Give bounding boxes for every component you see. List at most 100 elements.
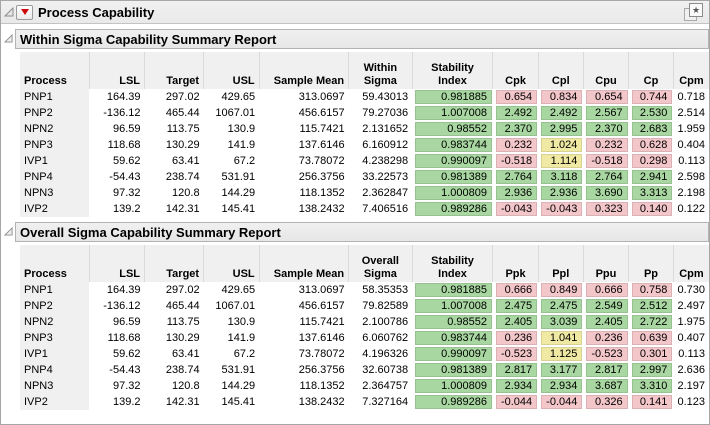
column-header-sample-mean: Sample Mean [258, 245, 349, 282]
capability-fill-yellow: 1.024 [541, 138, 583, 152]
capability-fill-pink: 0.654 [586, 90, 628, 104]
cell-target: 465.44 [165, 107, 200, 119]
cell-pp: 3.310 [629, 378, 674, 394]
bookmark-star-button[interactable]: ★ [684, 3, 703, 21]
capability-fill-green: 3.310 [631, 379, 673, 393]
capability-fill-green: 2.475 [541, 299, 583, 313]
cell-lsl: 139.2 [112, 396, 141, 408]
process-cell: PNP2 [20, 298, 90, 314]
cell-target: 142.31 [165, 203, 200, 215]
cell-ppu: 2.549 [583, 298, 628, 314]
capability-fill-green: 3.118 [541, 170, 583, 184]
cell-sample-mean: 118.1352 [299, 187, 345, 199]
table-row: PNP3 118.68 130.29 141.9 137.6146 6.160912 0.9… [20, 137, 709, 153]
process-cell: PNP2 [20, 105, 90, 121]
capability-fill-pink: 0.326 [586, 395, 628, 409]
cell-overall-sigma: 6.060762 [362, 332, 409, 344]
cell-ppk: -0.523 [493, 346, 538, 362]
cell-cpm: 2.514 [677, 107, 705, 119]
cell-cpm: 1.975 [677, 316, 705, 328]
red-triangle-menu-button[interactable] [16, 4, 33, 20]
disclosure-triangle-open-icon[interactable] [3, 7, 14, 18]
process-cell: PNP1 [20, 282, 90, 298]
capability-fill-green: 0.990097 [415, 347, 492, 361]
cell-usl: 531.91 [221, 171, 256, 183]
cell-usl: 141.9 [227, 332, 256, 344]
column-header-cpm: Cpm [672, 52, 709, 89]
capability-fill-green: 2.405 [495, 315, 538, 329]
cell-usl: 429.65 [221, 284, 256, 296]
cell-cpl: 2.995 [538, 121, 583, 137]
cell-cpm: 0.407 [677, 332, 705, 344]
process-cell: IVP1 [20, 346, 90, 362]
cell-sample-mean: 313.0697 [298, 284, 345, 296]
cell-ppl: 0.849 [538, 282, 583, 298]
cell-lsl: 59.62 [112, 348, 141, 360]
column-header-cpk: Cpk [492, 52, 539, 89]
cell-ppl: 1.125 [538, 346, 583, 362]
capability-fill-green: 0.98552 [415, 122, 492, 136]
section-header-within-sigma[interactable]: Within Sigma Capability Summary Report [15, 29, 709, 49]
capability-fill-pink: 0.298 [631, 154, 673, 168]
cell-cpm: 0.404 [677, 139, 705, 151]
cell-ppl: 3.177 [538, 362, 583, 378]
capability-fill-green: 2.475 [495, 299, 538, 313]
capability-fill-green: 1.000809 [415, 379, 492, 393]
table-row: IVP2 139.2 142.31 145.41 138.2432 7.406516 0.9… [20, 201, 709, 217]
cell-ppu: 2.405 [583, 314, 628, 330]
process-cell: PNP4 [20, 169, 90, 185]
capability-fill-green: 2.941 [631, 170, 673, 184]
section-overall-header-row: Overall Sigma Capability Summary Report [1, 222, 709, 242]
section-title: Overall Sigma Capability Summary Report [20, 224, 281, 240]
cell-pp: 0.639 [629, 330, 674, 346]
cell-ppl: 3.039 [538, 314, 583, 330]
cell-pp: 0.758 [629, 282, 674, 298]
table-row: PNP4 -54.43 238.74 531.91 256.3756 33.22573 0.… [20, 169, 709, 185]
table-row: IVP2 139.2 142.31 145.41 138.2432 7.327164 0.9… [20, 394, 709, 410]
cell-cpm: 2.497 [677, 300, 705, 312]
capability-fill-green: 2.817 [586, 363, 628, 377]
table-row: PNP2 -136.12 465.44 1067.01 456.6157 79.82589… [20, 298, 709, 314]
cell-cpu: 2.370 [583, 121, 628, 137]
cell-sample-mean: 456.6157 [298, 107, 345, 119]
process-cell: IVP1 [20, 153, 90, 169]
cell-target: 465.44 [165, 300, 200, 312]
cell-cp: 0.140 [629, 201, 674, 217]
capability-fill-pink: 0.744 [631, 90, 673, 104]
column-header-target: Target [143, 245, 204, 282]
cell-target: 120.8 [172, 380, 200, 392]
capability-fill-pink: 0.654 [495, 90, 538, 104]
cell-overall-sigma: 4.196326 [362, 348, 409, 360]
disclosure-triangle-overall-icon[interactable] [3, 226, 14, 237]
disclosure-triangle-within-icon[interactable] [3, 33, 14, 44]
section-header-overall-sigma[interactable]: Overall Sigma Capability Summary Report [15, 222, 709, 242]
cell-cpm: 2.636 [677, 364, 705, 376]
capability-fill-pink: -0.044 [495, 395, 538, 409]
capability-fill-green: 2.567 [586, 106, 628, 120]
process-cell: IVP2 [20, 201, 90, 217]
capability-fill-green: 2.683 [631, 122, 673, 136]
cell-sample-mean: 456.6157 [298, 300, 345, 312]
star-icon: ★ [689, 3, 703, 17]
cell-usl: 531.91 [221, 364, 256, 376]
cell-ppl: 2.934 [538, 378, 583, 394]
capability-fill-pink: -0.523 [495, 347, 538, 361]
capability-fill-green: 2.936 [495, 186, 538, 200]
capability-fill-pink: 0.140 [631, 202, 673, 216]
cell-cpk: 2.370 [493, 121, 538, 137]
cell-cpl: 0.834 [538, 89, 583, 105]
cell-lsl: 96.59 [112, 316, 141, 328]
cell-lsl: -54.43 [109, 364, 141, 376]
cell-stability-index: 0.983744 [412, 330, 493, 346]
cell-usl: 145.41 [221, 396, 256, 408]
cell-sample-mean: 115.7421 [299, 123, 345, 135]
capability-fill-green: 0.98552 [415, 315, 492, 329]
cell-target: 63.41 [172, 155, 200, 167]
cell-ppl: -0.044 [538, 394, 583, 410]
table-row: NPN3 97.32 120.8 144.29 118.1352 2.364757 1.00… [20, 378, 709, 394]
capability-fill-green: 2.934 [541, 379, 583, 393]
cell-cpl: 2.492 [538, 105, 583, 121]
cell-usl: 144.29 [221, 380, 256, 392]
cell-cp: 0.298 [629, 153, 674, 169]
section-title: Within Sigma Capability Summary Report [20, 31, 277, 47]
